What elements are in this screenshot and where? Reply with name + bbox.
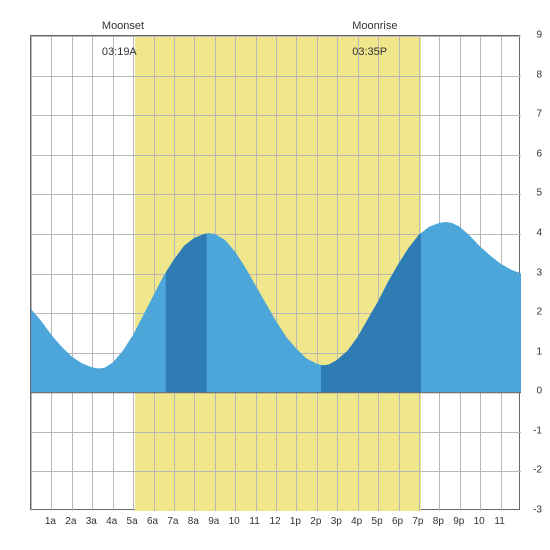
- y-tick-label: -1: [533, 425, 542, 436]
- x-tick-label: 5a: [127, 516, 138, 527]
- x-tick-label: 9a: [208, 516, 219, 527]
- x-tick-label: 7p: [412, 516, 423, 527]
- y-tick-label: 6: [536, 148, 542, 159]
- x-tick-label: 3p: [331, 516, 342, 527]
- y-tick-label: 5: [536, 188, 542, 199]
- x-tick-label: 6a: [147, 516, 158, 527]
- moonrise-title: Moonrise: [352, 20, 397, 32]
- x-tick-label: 7a: [167, 516, 178, 527]
- moonset-label: Moonset 03:19A: [96, 7, 144, 59]
- x-tick-label: 11: [494, 516, 504, 527]
- x-tick-label: 3a: [86, 516, 97, 527]
- x-tick-label: 4a: [106, 516, 117, 527]
- x-tick-label: 10: [229, 516, 240, 527]
- y-tick-label: 1: [536, 346, 542, 357]
- y-tick-label: -3: [533, 505, 542, 516]
- x-tick-label: 1a: [45, 516, 56, 527]
- y-tick-label: 2: [536, 307, 542, 318]
- x-tick-label: 9p: [453, 516, 464, 527]
- x-tick-label: 11: [249, 516, 259, 527]
- y-axis-labels: -3-2-10123456789: [524, 35, 542, 510]
- x-tick-label: 2p: [310, 516, 321, 527]
- y-tick-label: 8: [536, 69, 542, 80]
- x-tick-label: 8a: [188, 516, 199, 527]
- moonset-time: 03:19A: [102, 46, 137, 58]
- y-tick-label: -2: [533, 465, 542, 476]
- x-tick-label: 12: [269, 516, 280, 527]
- moonrise-label: Moonrise 03:35P: [346, 7, 397, 59]
- x-axis-labels: 1a 2a 3a 4a 5a 6a 7a 8a 9a 10 11 12 1p 2p 3p 4p 5p 6p 7p 8p…: [30, 516, 520, 530]
- y-tick-label: 9: [536, 30, 542, 41]
- x-tick-label: 1p: [290, 516, 301, 527]
- y-tick-label: 4: [536, 227, 542, 238]
- x-tick-label: 5p: [372, 516, 383, 527]
- y-tick-label: 3: [536, 267, 542, 278]
- x-tick-label: 10: [474, 516, 485, 527]
- moonrise-time: 03:35P: [352, 46, 387, 58]
- tide-chart-plot: [30, 35, 520, 510]
- moonset-title: Moonset: [102, 20, 144, 32]
- x-tick-label: 4p: [351, 516, 362, 527]
- x-tick-label: 2a: [65, 516, 76, 527]
- x-tick-label: 8p: [433, 516, 444, 527]
- y-tick-label: 7: [536, 109, 542, 120]
- y-tick-label: 0: [536, 386, 542, 397]
- x-tick-label: 6p: [392, 516, 403, 527]
